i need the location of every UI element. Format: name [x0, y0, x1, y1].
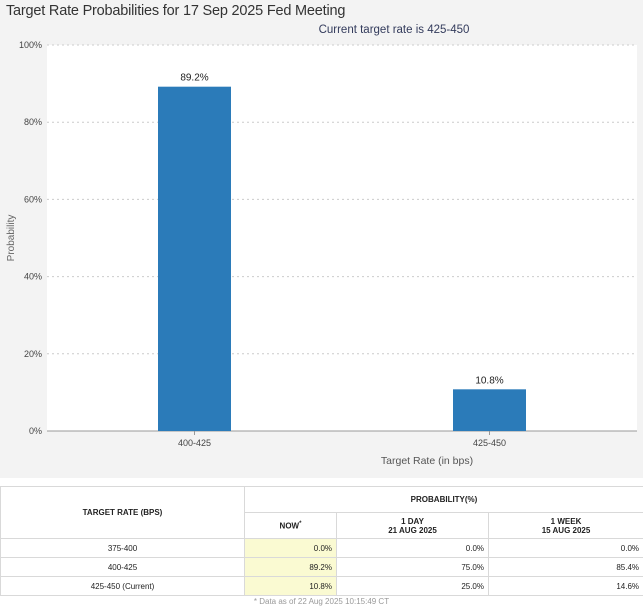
probability-table: TARGET RATE (BPS) PROBABILITY(%) NOW* 1 … — [0, 486, 643, 596]
col-header-1week: 1 WEEK 15 AUG 2025 — [487, 512, 643, 539]
probability-header: PROBABILITY(%) — [243, 486, 643, 513]
row-1week: 0.0% — [487, 538, 643, 558]
y-tick-label: 80% — [24, 117, 42, 127]
row-rate: 425-450 (Current) — [0, 576, 245, 596]
bar-chart: 0% 20% 40% 60% 80% 100% 89.2% 400-425 10.8% 425-4… — [6, 40, 637, 467]
row-now: 89.2% — [244, 557, 337, 577]
row-1day: 75.0% — [336, 557, 489, 577]
table-row: 425-450 (Current) 10.8% 25.0% 14.6% — [0, 576, 643, 596]
col-header-1day: 1 DAY 21 AUG 2025 — [336, 512, 489, 539]
y-tick-label: 0% — [29, 426, 42, 436]
row-rate: 375-400 — [0, 538, 245, 558]
data-label: 89.2% — [180, 73, 208, 84]
y-tick-label: 60% — [24, 194, 42, 204]
y-tick-label: 40% — [24, 272, 42, 282]
row-1week: 14.6% — [487, 576, 643, 596]
chart-panel: Target Rate Probabilities for 17 Sep 202… — [0, 0, 643, 478]
row-1day: 0.0% — [336, 538, 489, 558]
data-timestamp-note: * Data as of 22 Aug 2025 10:15:49 CT — [253, 597, 390, 606]
row-rate: 400-425 — [0, 557, 245, 577]
chart-subtitle: Current target rate is 425-450 — [318, 24, 470, 36]
y-axis-title: Probability — [6, 215, 17, 262]
x-axis-title: Target Rate (in bps) — [381, 455, 473, 467]
rate-header: TARGET RATE (BPS) — [0, 486, 245, 539]
row-now: 0.0% — [244, 538, 337, 558]
table-row: 375-400 0.0% 0.0% 0.0% — [0, 538, 643, 558]
col-header-now: NOW* — [244, 512, 337, 539]
x-tick-label: 400-425 — [178, 438, 211, 448]
chart-title: Target Rate Probabilities for 17 Sep 202… — [6, 3, 346, 19]
bar — [453, 389, 526, 431]
data-label: 10.8% — [475, 375, 503, 386]
row-1day: 25.0% — [336, 576, 489, 596]
row-now: 10.8% — [244, 576, 337, 596]
probability-table-panel: TARGET RATE (BPS) PROBABILITY(%) NOW* 1 … — [0, 486, 643, 596]
bar — [158, 86, 231, 432]
y-tick-label: 20% — [24, 349, 42, 359]
plot-background — [47, 45, 637, 431]
table-row: 400-425 89.2% 75.0% 85.4% — [0, 557, 643, 577]
y-tick-label: 100% — [19, 40, 42, 50]
row-1week: 85.4% — [487, 557, 643, 577]
x-tick-label: 425-450 — [473, 438, 506, 448]
now-marker: * — [299, 520, 302, 527]
